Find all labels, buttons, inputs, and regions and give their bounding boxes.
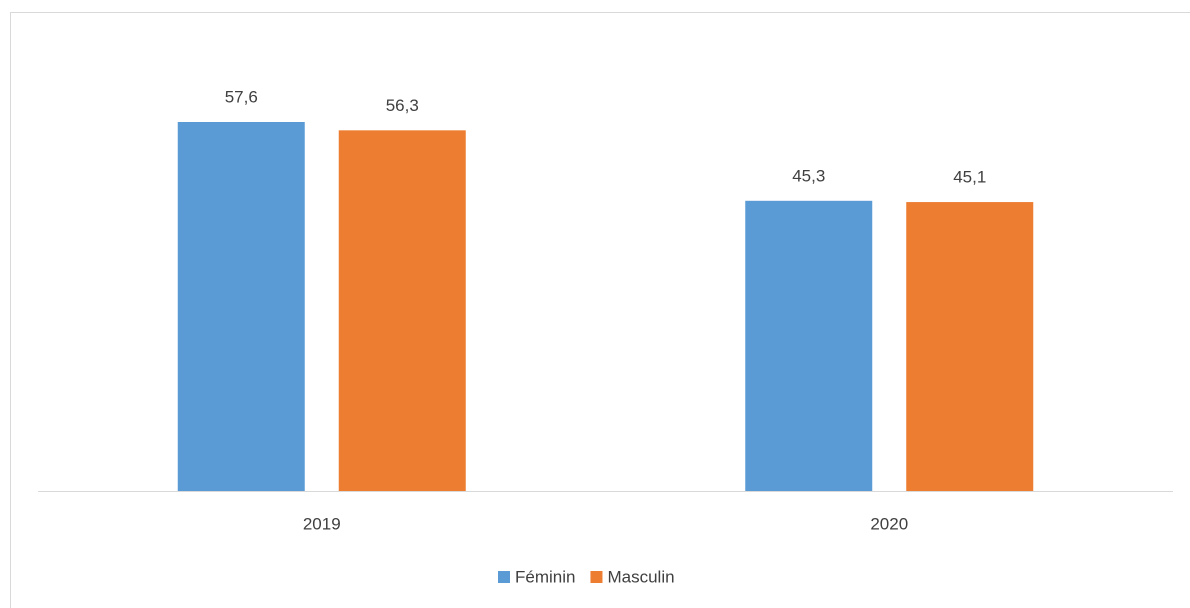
x-tick-label: 2019 <box>303 514 341 533</box>
bar <box>177 122 305 491</box>
legend-label: Féminin <box>515 567 575 586</box>
bar <box>338 130 466 491</box>
bar <box>745 200 873 491</box>
data-label: 45,1 <box>953 168 986 187</box>
bar <box>906 202 1034 491</box>
legend-swatch <box>498 571 510 583</box>
x-tick-label: 2020 <box>870 514 908 533</box>
data-label: 57,6 <box>225 87 258 106</box>
legend-swatch <box>590 571 603 583</box>
data-label: 45,3 <box>792 166 825 185</box>
data-label: 56,3 <box>386 96 419 115</box>
legend-label: Masculin <box>607 567 674 586</box>
